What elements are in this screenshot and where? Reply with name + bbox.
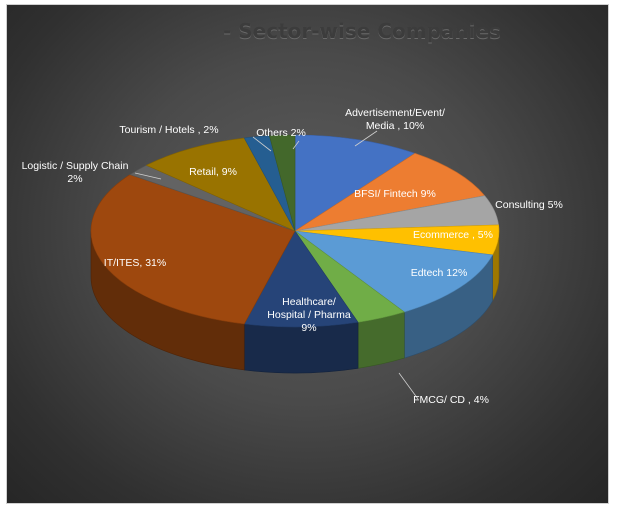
data-label-6: Healthcare/Hospital / Pharma 9% <box>267 296 351 334</box>
pie-slice-bfsi-fintech[interactable] <box>294 153 486 232</box>
data-label-10: Tourism / Hotels , 2% <box>119 124 218 136</box>
pie-slice-healthcare-hospital-pharma[interactable] <box>243 230 359 328</box>
pie-slice-retail[interactable] <box>145 137 296 232</box>
pie-slice-others[interactable] <box>269 134 296 232</box>
pie-chart: Advertisement/Event/Media , 10% BFSI/ Fin… <box>22 107 563 406</box>
pie-slice-advertisement-event-media[interactable] <box>294 134 416 232</box>
leader-line-5 <box>398 372 419 400</box>
pie-slice-edtech[interactable] <box>293 230 494 313</box>
data-label-8: Logistic / Supply Chain 2% <box>22 160 129 185</box>
data-label-5: FMCG/ CD , 4% <box>413 394 489 406</box>
data-label-0: Advertisement/Event/Media , 10% <box>345 107 445 132</box>
data-label-7: IT/ITES, 31% <box>104 257 166 269</box>
data-label-9: Retail, 9% <box>189 166 237 178</box>
pie-slice-it-ites[interactable] <box>90 174 296 325</box>
leader-line-0 <box>354 130 378 147</box>
data-label-1: BFSI/ Fintech 9% <box>354 188 436 200</box>
chart-title: - Sector-wise Companies <box>223 19 501 43</box>
data-label-4: Edtech 12% <box>411 267 468 279</box>
leader-line-11 <box>292 140 300 150</box>
leader-line-8 <box>134 172 162 180</box>
leader-line-10 <box>252 136 272 152</box>
data-label-2: Consulting 5% <box>495 199 563 211</box>
chart-frame: - Sector-wise Companies Advertisement/Ev… <box>6 4 609 504</box>
data-label-3: Ecommerce , 5% <box>413 229 493 241</box>
data-label-11: Others 2% <box>256 127 306 139</box>
